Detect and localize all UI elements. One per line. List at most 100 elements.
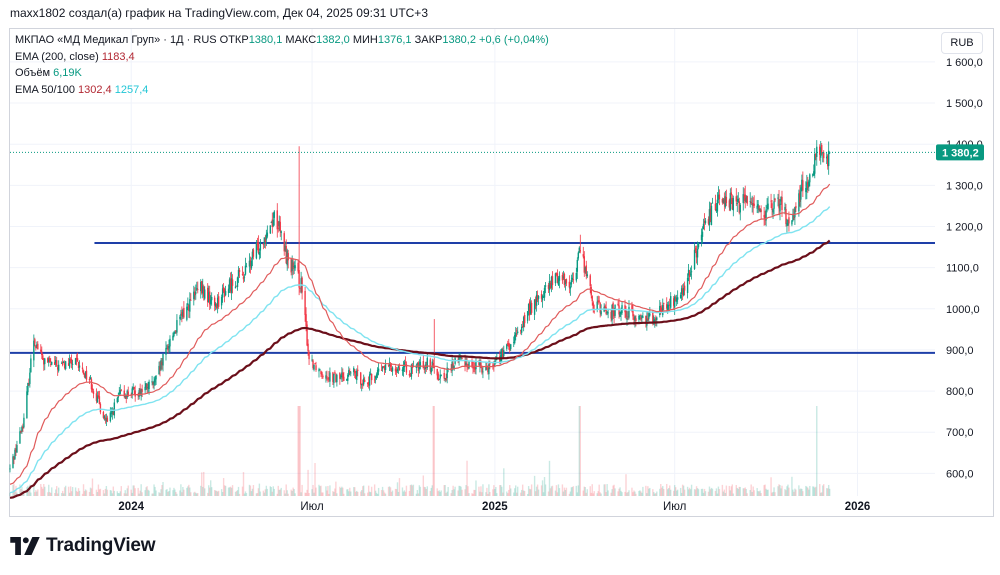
candle-body bbox=[216, 297, 219, 307]
volume-bar bbox=[530, 484, 533, 496]
volume-bar bbox=[826, 488, 829, 496]
candle-body bbox=[62, 361, 65, 363]
volume-bar bbox=[424, 487, 427, 496]
volume-bar bbox=[632, 492, 634, 496]
candle-body bbox=[605, 307, 607, 314]
volume-bar bbox=[179, 490, 181, 496]
candle-body bbox=[55, 360, 58, 366]
volume-bar bbox=[120, 486, 122, 496]
y-tick-label: 1 600,0 bbox=[946, 57, 983, 69]
candle-body bbox=[586, 274, 588, 277]
volume-bar bbox=[391, 490, 394, 496]
legend-ema200-row[interactable]: EMA (200, close) 1183,4 bbox=[15, 49, 549, 66]
volume-bar bbox=[660, 484, 662, 496]
symbol-name[interactable]: МКПАО «МД Медикал Груп» · 1Д · RUS bbox=[15, 34, 217, 46]
volume-bar bbox=[216, 491, 219, 496]
volume-bar bbox=[729, 490, 732, 496]
volume-bar bbox=[354, 487, 356, 496]
candle-body bbox=[22, 426, 24, 429]
volume-bar bbox=[648, 488, 650, 496]
candle-body bbox=[558, 275, 561, 281]
tradingview-logo[interactable]: TradingView bbox=[10, 535, 156, 557]
volume-bar bbox=[487, 493, 489, 496]
volume-bar bbox=[457, 490, 459, 496]
volume-bar bbox=[48, 484, 50, 496]
candle-body bbox=[138, 390, 140, 397]
volume-bar bbox=[519, 492, 522, 496]
volume-bar bbox=[820, 492, 822, 496]
candle-body bbox=[390, 367, 393, 372]
volume-bar bbox=[237, 486, 240, 496]
volume-bar bbox=[534, 491, 537, 496]
volume-bar bbox=[394, 488, 397, 496]
candle-body bbox=[127, 391, 129, 396]
volume-bar bbox=[806, 486, 808, 496]
candle-body bbox=[376, 369, 379, 375]
volume-bar bbox=[624, 491, 626, 496]
candle-body bbox=[354, 369, 356, 374]
volume-bar bbox=[85, 490, 88, 496]
candle-body bbox=[257, 242, 260, 253]
chart-frame[interactable] bbox=[9, 28, 994, 517]
volume-bar bbox=[656, 491, 658, 496]
volume-bar bbox=[688, 487, 691, 496]
volume-bar bbox=[285, 484, 287, 496]
volume-bar bbox=[437, 491, 439, 496]
candle-body bbox=[396, 369, 399, 372]
legend-volume-row[interactable]: Объём 6,19K bbox=[15, 65, 549, 82]
candle-body bbox=[554, 273, 557, 284]
candle-body bbox=[278, 221, 280, 227]
candle-body bbox=[695, 250, 698, 258]
volume-bar bbox=[176, 493, 178, 496]
candle-body bbox=[204, 289, 206, 299]
candle-body bbox=[306, 324, 308, 346]
volume-bar bbox=[781, 485, 783, 496]
volume-bar bbox=[187, 486, 189, 496]
volume-bar bbox=[47, 492, 49, 496]
candle-body bbox=[792, 213, 794, 221]
currency-button[interactable]: RUB bbox=[941, 32, 983, 54]
candle-body bbox=[146, 383, 148, 390]
legend-ema50-100-row[interactable]: EMA 50/100 1302,4 1257,4 bbox=[15, 82, 549, 99]
volume-bar bbox=[377, 487, 380, 496]
candle-body bbox=[96, 395, 99, 403]
candle-body bbox=[465, 362, 467, 366]
volume-bar bbox=[189, 487, 191, 496]
candle-body bbox=[694, 248, 697, 251]
candle-body bbox=[13, 457, 15, 460]
volume-bar bbox=[151, 493, 153, 496]
volume-bar bbox=[721, 484, 724, 496]
volume-bar bbox=[744, 487, 746, 496]
volume-bar bbox=[646, 493, 648, 496]
volume-bar bbox=[15, 485, 17, 496]
volume-bar bbox=[320, 485, 322, 496]
volume-bar bbox=[326, 490, 328, 496]
volume-bar bbox=[715, 488, 718, 496]
candle-body bbox=[752, 203, 754, 206]
candle-body bbox=[116, 398, 119, 403]
legend-ohlc-row[interactable]: МКПАО «МД Медикал Груп» · 1Д · RUS ОТКР1… bbox=[15, 32, 549, 49]
volume-bar bbox=[639, 490, 641, 496]
volume-bar bbox=[207, 492, 209, 496]
candle-body bbox=[335, 374, 337, 383]
candle-body bbox=[145, 383, 147, 389]
volume-bar bbox=[709, 489, 712, 496]
volume-bar bbox=[668, 487, 670, 496]
candle-body bbox=[419, 361, 422, 368]
volume-bar bbox=[144, 490, 146, 496]
volume-bar bbox=[194, 491, 196, 496]
volume-bar bbox=[770, 477, 772, 496]
volume-bar bbox=[16, 492, 18, 496]
volume-bar bbox=[221, 492, 224, 496]
volume-bar bbox=[332, 491, 334, 496]
candle-body bbox=[669, 304, 671, 306]
candle-body bbox=[598, 300, 600, 302]
candle-body bbox=[270, 221, 273, 223]
volume-bar bbox=[81, 493, 84, 496]
candle-body bbox=[591, 296, 593, 302]
candle-body bbox=[60, 363, 63, 364]
ema100-line bbox=[9, 206, 831, 494]
candle-body bbox=[394, 368, 397, 372]
volume-bar bbox=[361, 490, 363, 496]
